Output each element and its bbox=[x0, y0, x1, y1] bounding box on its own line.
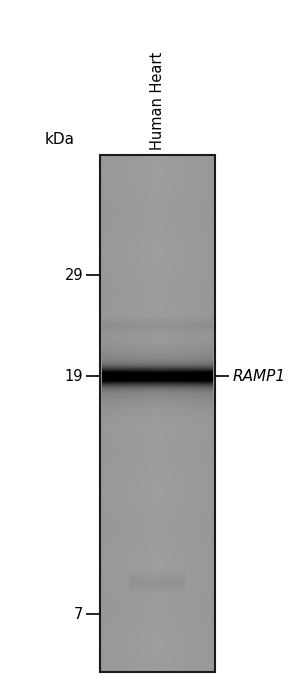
Text: RAMP1: RAMP1 bbox=[233, 369, 286, 384]
Bar bbox=[100, 155, 215, 672]
Text: 29: 29 bbox=[64, 268, 83, 283]
Text: 7: 7 bbox=[74, 607, 83, 622]
Text: 19: 19 bbox=[64, 369, 83, 384]
Text: Human Heart: Human Heart bbox=[150, 52, 165, 150]
Text: kDa: kDa bbox=[45, 132, 75, 147]
